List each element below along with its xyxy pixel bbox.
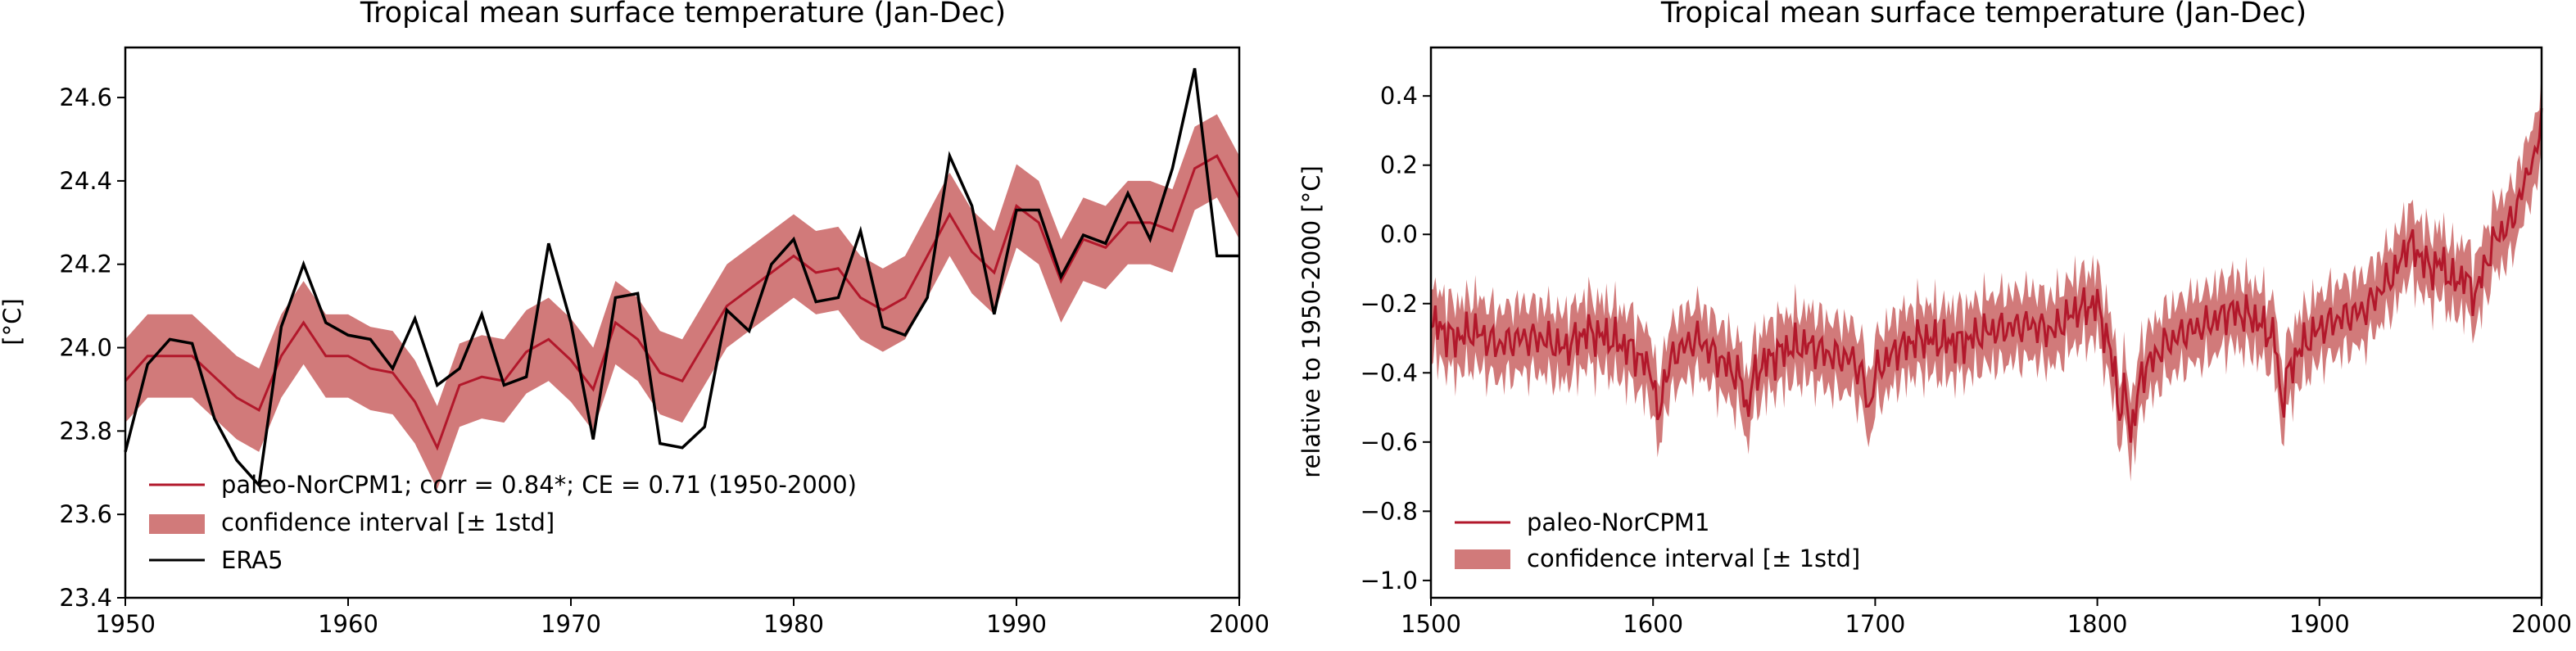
left-confidence-band — [125, 114, 1239, 490]
right-confidence-band — [1431, 69, 2542, 482]
left-x-tick-label: 1970 — [541, 610, 601, 638]
left-y-tick-label: 24.4 — [59, 167, 112, 195]
right-y-tick-label: −0.2 — [1360, 290, 1418, 318]
right-y-tick-label: −1.0 — [1360, 567, 1418, 594]
left-legend-swatch-confidence — [149, 514, 205, 534]
left-y-tick-label: 24.2 — [59, 251, 112, 278]
left-chart-title: Tropical mean surface temperature (Jan-D… — [360, 0, 1006, 29]
right-chart-panel: Tropical mean surface temperature (Jan-D… — [1297, 0, 2572, 638]
left-y-tick-label: 23.4 — [59, 584, 112, 612]
left-y-tick-label: 23.6 — [59, 500, 112, 528]
right-x-tick-label: 1600 — [1623, 610, 1683, 638]
right-y-tick-label: 0.2 — [1380, 151, 1418, 179]
left-x-ticks: 1950 1960 1970 1980 1990 2000 — [95, 598, 1270, 638]
right-series-layer — [1430, 107, 2543, 443]
left-confidence-band-layer — [125, 114, 1239, 490]
right-y-tick-label: 0.0 — [1380, 220, 1418, 248]
left-x-tick-label: 1950 — [95, 610, 156, 638]
right-x-tick-label: 1500 — [1401, 610, 1461, 638]
right-y-tick-label: 0.4 — [1380, 82, 1418, 110]
right-y-tick-label: −0.8 — [1360, 497, 1418, 525]
left-y-tick-label: 24.0 — [59, 334, 112, 362]
right-legend-label-reconstruction: paleo-NorCPM1 — [1527, 509, 1709, 536]
left-legend-label-era5: ERA5 — [221, 546, 283, 574]
left-plot-frame — [124, 46, 1241, 599]
left-series-layer — [124, 68, 1241, 489]
left-legend-label-reconstruction: paleo-NorCPM1; corr = 0.84*; CE = 0.71 (… — [221, 471, 857, 499]
right-legend: paleo-NorCPM1 confidence interval [± 1st… — [1455, 509, 1860, 572]
left-y-axis-label: [°C] — [0, 298, 26, 345]
right-y-tick-label: −0.6 — [1360, 428, 1418, 456]
right-chart-title: Tropical mean surface temperature (Jan-D… — [1660, 0, 2307, 29]
right-legend-swatch-confidence — [1455, 549, 1510, 569]
left-legend: paleo-NorCPM1; corr = 0.84*; CE = 0.71 (… — [149, 471, 857, 574]
left-legend-label-confidence: confidence interval [± 1std] — [221, 509, 555, 536]
left-x-tick-label: 1960 — [318, 610, 378, 638]
left-series-line-era5 — [124, 68, 1239, 489]
right-x-tick-label: 1900 — [2289, 610, 2350, 638]
right-y-ticks: −1.0 −0.8 −0.6 −0.4 −0.2 0.0 0.2 0.4 — [1360, 82, 1431, 594]
left-x-tick-label: 1980 — [763, 610, 824, 638]
left-series-line-reconstruction — [124, 154, 1241, 451]
right-confidence-band-layer — [1431, 69, 2542, 482]
left-y-ticks: 23.4 23.6 23.8 24.0 24.2 24.4 24.6 — [59, 84, 125, 612]
left-chart-panel: Tropical mean surface temperature (Jan-D… — [0, 0, 1270, 638]
left-y-tick-label: 24.6 — [59, 84, 112, 111]
right-plot-frame — [1429, 46, 2543, 599]
right-series-line-reconstruction — [1430, 107, 2543, 443]
right-y-axis-label: relative to 1950-2000 [°C] — [1297, 165, 1325, 478]
left-x-tick-label: 1990 — [986, 610, 1047, 638]
right-x-ticks: 1500 1600 1700 1800 1900 2000 — [1401, 598, 2572, 638]
right-x-tick-label: 1700 — [1845, 610, 1905, 638]
right-x-tick-label: 2000 — [2511, 610, 2572, 638]
right-y-tick-label: −0.4 — [1360, 359, 1418, 387]
left-x-tick-label: 2000 — [1209, 610, 1270, 638]
right-x-tick-label: 1800 — [2067, 610, 2128, 638]
left-y-tick-label: 23.8 — [59, 417, 112, 445]
right-legend-label-confidence: confidence interval [± 1std] — [1527, 545, 1860, 572]
